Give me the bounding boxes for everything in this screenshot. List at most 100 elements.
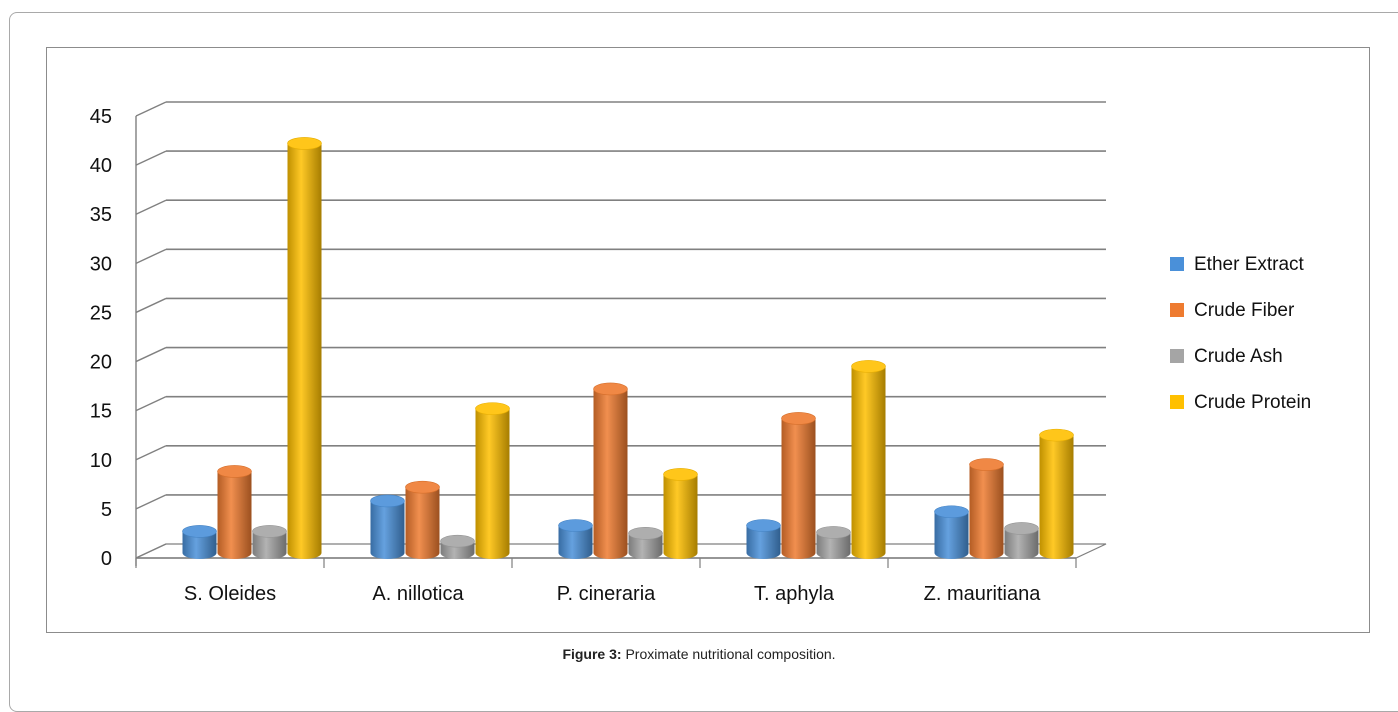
bar-top xyxy=(746,519,781,532)
legend-label: Crude Protein xyxy=(1194,392,1311,413)
bar-top xyxy=(851,360,886,373)
bar-top xyxy=(475,402,510,415)
y-tick-labels: 0 5 10 15 20 25 30 35 40 45 xyxy=(90,106,112,570)
bar-body xyxy=(851,366,886,559)
bar-crude-ash xyxy=(1004,522,1039,559)
bar-top xyxy=(969,458,1004,471)
bar-crude-fiber xyxy=(405,480,440,559)
caption-label: Figure 3: xyxy=(562,646,622,662)
x-tick-label: A. nillotica xyxy=(372,583,464,605)
bar-crude-protein xyxy=(475,402,510,559)
bar-ether-extract xyxy=(934,505,969,559)
gridlines xyxy=(135,101,1106,559)
bar-body xyxy=(1004,528,1039,559)
legend-swatch xyxy=(1170,395,1184,409)
side-gridline xyxy=(135,248,167,264)
bar-ether-extract xyxy=(182,525,217,559)
bar-crude-ash xyxy=(628,527,663,559)
bar-body xyxy=(816,532,851,559)
bar-body xyxy=(370,500,405,559)
x-tick-label: P. cineraria xyxy=(557,583,656,605)
y-tick-label: 0 xyxy=(101,548,112,570)
bar-top xyxy=(934,505,969,519)
legend: Ether Extract Crude Fiber Crude Ash Crude P… xyxy=(1170,254,1311,413)
bar-crude-fiber xyxy=(593,382,628,559)
bar-ether-extract xyxy=(746,519,781,559)
side-gridline xyxy=(135,445,167,461)
legend-swatch xyxy=(1170,303,1184,317)
side-gridline xyxy=(135,396,167,412)
bar-body xyxy=(182,531,217,559)
y-tick-label: 45 xyxy=(90,106,112,128)
bar-top xyxy=(440,534,475,548)
y-tick-label: 20 xyxy=(90,352,112,374)
side-gridline xyxy=(135,346,167,363)
bar-body xyxy=(781,418,816,559)
bar-top xyxy=(182,525,217,538)
bar-top xyxy=(781,412,816,425)
y-tick-label: 40 xyxy=(90,155,112,177)
bar-body xyxy=(405,487,440,559)
side-gridline xyxy=(135,494,167,510)
bar-crude-ash xyxy=(440,534,475,559)
bar-top xyxy=(628,527,663,540)
bar-body xyxy=(217,471,252,559)
bar-top xyxy=(370,494,405,508)
side-gridline xyxy=(135,297,167,314)
bar-top xyxy=(405,480,440,494)
bar-body xyxy=(969,464,1004,559)
bars xyxy=(182,137,1074,559)
x-tick-label: T. aphyla xyxy=(754,583,835,605)
bar-body xyxy=(1039,435,1074,559)
x-tick-label: S. Oleides xyxy=(184,583,276,605)
bar-crude-fiber xyxy=(217,465,252,559)
side-gridline xyxy=(135,543,167,559)
bar-body xyxy=(558,525,593,559)
bar-top xyxy=(593,382,628,396)
legend-label: Crude Ash xyxy=(1194,346,1283,367)
bar-top xyxy=(816,526,851,539)
bar-top xyxy=(252,525,287,538)
bar-top xyxy=(217,465,252,478)
chart-svg: 0 5 10 15 20 25 30 35 40 45 S. Oleides A. nillotic… xyxy=(90,101,1311,605)
x-tick-label: Z. mauritiana xyxy=(924,583,1042,605)
y-tick-label: 35 xyxy=(90,204,112,226)
legend-label: Ether Extract xyxy=(1194,254,1305,275)
y-tick-label: 30 xyxy=(90,253,112,275)
bar-crude-ash xyxy=(252,525,287,559)
bar-body xyxy=(475,408,510,559)
side-gridline xyxy=(135,150,167,166)
bar-body xyxy=(287,143,322,559)
bar-top xyxy=(1039,428,1074,442)
figure-caption: Figure 3: Proximate nutritional composit… xyxy=(0,646,1398,662)
caption-text: Proximate nutritional composition. xyxy=(625,646,836,662)
side-gridline xyxy=(135,101,167,117)
bar-top xyxy=(558,519,593,532)
bar-ether-extract xyxy=(370,494,405,559)
x-tick-labels: S. Oleides A. nillotica P. cineraria T. aph… xyxy=(184,583,1041,605)
y-tick-label: 10 xyxy=(90,450,112,472)
legend-swatch xyxy=(1170,349,1184,363)
bar-crude-fiber xyxy=(969,458,1004,559)
bar-body xyxy=(252,531,287,559)
legend-swatch xyxy=(1170,257,1184,271)
bar-top xyxy=(287,137,322,150)
legend-label: Crude Fiber xyxy=(1194,300,1295,321)
bar-crude-protein xyxy=(1039,428,1074,559)
bar-crude-ash xyxy=(816,526,851,559)
side-gridline xyxy=(135,199,167,215)
y-tick-label: 5 xyxy=(101,499,112,521)
bar-ether-extract xyxy=(558,519,593,559)
bar-body xyxy=(746,525,781,559)
bar-crude-protein xyxy=(663,468,698,559)
bar-top xyxy=(663,468,698,481)
bar-body xyxy=(934,511,969,559)
bar-body xyxy=(628,533,663,559)
bar-crude-protein xyxy=(851,360,886,559)
bar-body xyxy=(593,388,628,559)
y-tick-label: 15 xyxy=(90,401,112,423)
bar-crude-protein xyxy=(287,137,322,559)
bar-body xyxy=(663,474,698,559)
bar-top xyxy=(1004,522,1039,535)
y-tick-label: 25 xyxy=(90,302,112,324)
